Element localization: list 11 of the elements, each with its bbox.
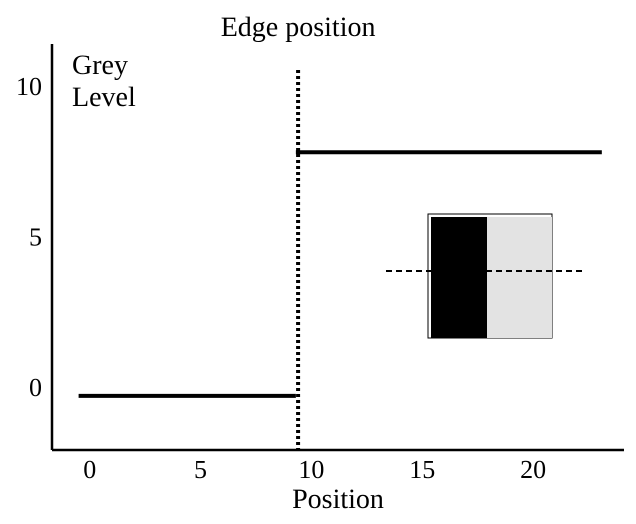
x-tick-label: 20 — [520, 455, 546, 484]
y-tick-label: 10 — [16, 72, 42, 102]
x-tick-label: 15 — [409, 455, 436, 484]
y-tick-label: 0 — [29, 372, 42, 402]
x-tick-label: 0 — [83, 455, 96, 484]
x-axis-title: Position — [292, 484, 384, 515]
ref-line-label: Edge position — [220, 12, 376, 43]
x-tick-label: 5 — [194, 455, 208, 484]
y-tick-label: 5 — [29, 222, 42, 252]
x-tick-label: 10 — [298, 455, 324, 484]
y-axis-title: Grey Level — [72, 50, 136, 113]
